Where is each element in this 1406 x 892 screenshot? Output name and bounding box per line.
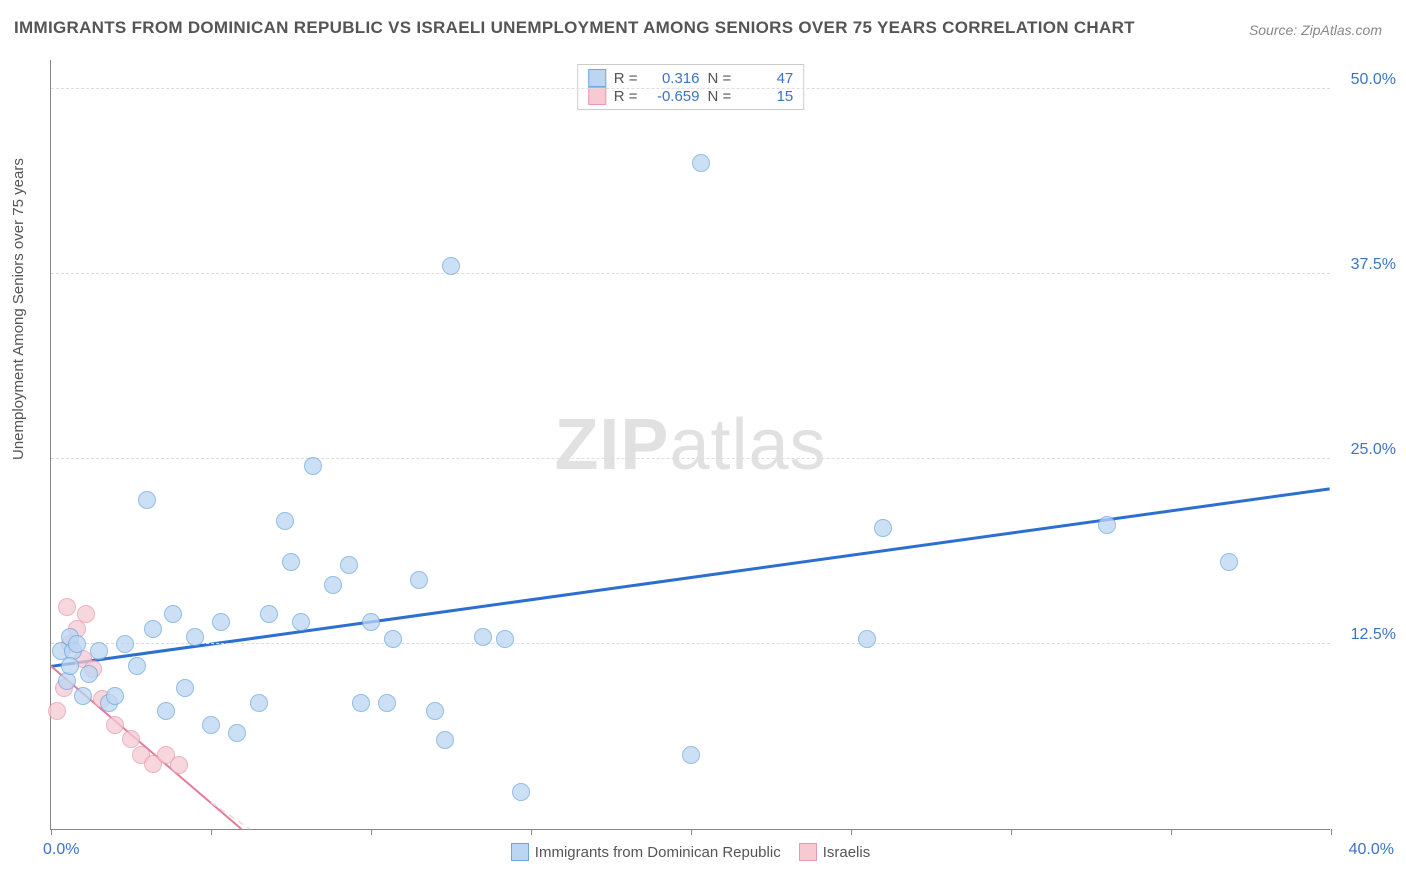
scatter-point [340, 556, 358, 574]
legend-item-1: Immigrants from Dominican Republic [511, 843, 781, 861]
scatter-point [426, 702, 444, 720]
scatter-point [122, 730, 140, 748]
scatter-point [77, 605, 95, 623]
y-axis-label: Unemployment Among Seniors over 75 years [10, 158, 27, 460]
source-label: Source: [1249, 22, 1297, 38]
scatter-point [442, 257, 460, 275]
legend-bottom-label-1: Immigrants from Dominican Republic [535, 844, 781, 861]
r-value-2: -0.659 [646, 88, 700, 105]
y-tick-label: 25.0% [1351, 441, 1396, 459]
scatter-point [682, 746, 700, 764]
trend-line [211, 802, 249, 829]
scatter-point [106, 687, 124, 705]
y-tick-label: 50.0% [1351, 71, 1396, 89]
legend-row-series-2: R = -0.659 N = 15 [588, 87, 794, 105]
scatter-point [1098, 516, 1116, 534]
n-value-1: 47 [739, 70, 793, 87]
source-credit: Source: ZipAtlas.com [1249, 22, 1382, 38]
scatter-point [1220, 553, 1238, 571]
legend-swatch-2 [588, 87, 606, 105]
scatter-point [164, 605, 182, 623]
x-tick-mark [1171, 829, 1172, 835]
scatter-point [384, 630, 402, 648]
scatter-point [61, 657, 79, 675]
scatter-point [157, 702, 175, 720]
scatter-point [512, 783, 530, 801]
scatter-point [352, 694, 370, 712]
legend-swatch-1 [588, 69, 606, 87]
grid-line [51, 88, 1330, 89]
scatter-point [304, 457, 322, 475]
scatter-point [170, 756, 188, 774]
legend-bottom-label-2: Israelis [823, 844, 871, 861]
trend-line [51, 489, 1329, 666]
scatter-point [874, 519, 892, 537]
legend-row-series-1: R = 0.316 N = 47 [588, 69, 794, 87]
scatter-point [74, 687, 92, 705]
scatter-point [282, 553, 300, 571]
scatter-point [186, 628, 204, 646]
chart-plot-area: ZIPatlas R = 0.316 N = 47 R = -0.659 N =… [50, 60, 1330, 830]
grid-line [51, 273, 1330, 274]
y-tick-label: 12.5% [1351, 626, 1396, 644]
legend-item-2: Israelis [799, 843, 871, 861]
legend-bottom-swatch-1 [511, 843, 529, 861]
scatter-point [144, 620, 162, 638]
x-tick-first: 0.0% [43, 841, 79, 859]
scatter-point [48, 702, 66, 720]
x-tick-mark [1011, 829, 1012, 835]
scatter-point [90, 642, 108, 660]
scatter-point [410, 571, 428, 589]
r-label-1: R = [614, 70, 638, 87]
r-value-1: 0.316 [646, 70, 700, 87]
scatter-point [260, 605, 278, 623]
scatter-point [128, 657, 146, 675]
scatter-point [212, 613, 230, 631]
x-tick-mark [851, 829, 852, 835]
scatter-point [80, 665, 98, 683]
chart-title: IMMIGRANTS FROM DOMINICAN REPUBLIC VS IS… [14, 18, 1135, 38]
scatter-point [496, 630, 514, 648]
grid-line [51, 643, 1330, 644]
grid-line [51, 458, 1330, 459]
x-tick-mark [531, 829, 532, 835]
x-tick-mark [371, 829, 372, 835]
scatter-point [474, 628, 492, 646]
x-tick-mark [51, 829, 52, 835]
n-value-2: 15 [739, 88, 793, 105]
scatter-point [250, 694, 268, 712]
scatter-point [176, 679, 194, 697]
y-tick-label: 37.5% [1351, 256, 1396, 274]
x-tick-mark [211, 829, 212, 835]
scatter-point [116, 635, 134, 653]
scatter-point [692, 154, 710, 172]
scatter-point [292, 613, 310, 631]
trend-lines-layer [51, 60, 1330, 829]
x-tick-mark [1331, 829, 1332, 835]
scatter-point [378, 694, 396, 712]
scatter-point [324, 576, 342, 594]
legend-bottom-swatch-2 [799, 843, 817, 861]
n-label-1: N = [708, 70, 732, 87]
scatter-point [276, 512, 294, 530]
scatter-point [138, 491, 156, 509]
scatter-point [362, 613, 380, 631]
n-label-2: N = [708, 88, 732, 105]
x-tick-mark [691, 829, 692, 835]
scatter-point [58, 598, 76, 616]
r-label-2: R = [614, 88, 638, 105]
scatter-point [68, 635, 86, 653]
scatter-point [228, 724, 246, 742]
source-value: ZipAtlas.com [1301, 22, 1382, 38]
scatter-point [436, 731, 454, 749]
scatter-point [858, 630, 876, 648]
scatter-point [106, 716, 124, 734]
legend-series: Immigrants from Dominican Republic Israe… [51, 843, 1330, 861]
scatter-point [202, 716, 220, 734]
x-tick-last: 40.0% [1349, 841, 1394, 859]
